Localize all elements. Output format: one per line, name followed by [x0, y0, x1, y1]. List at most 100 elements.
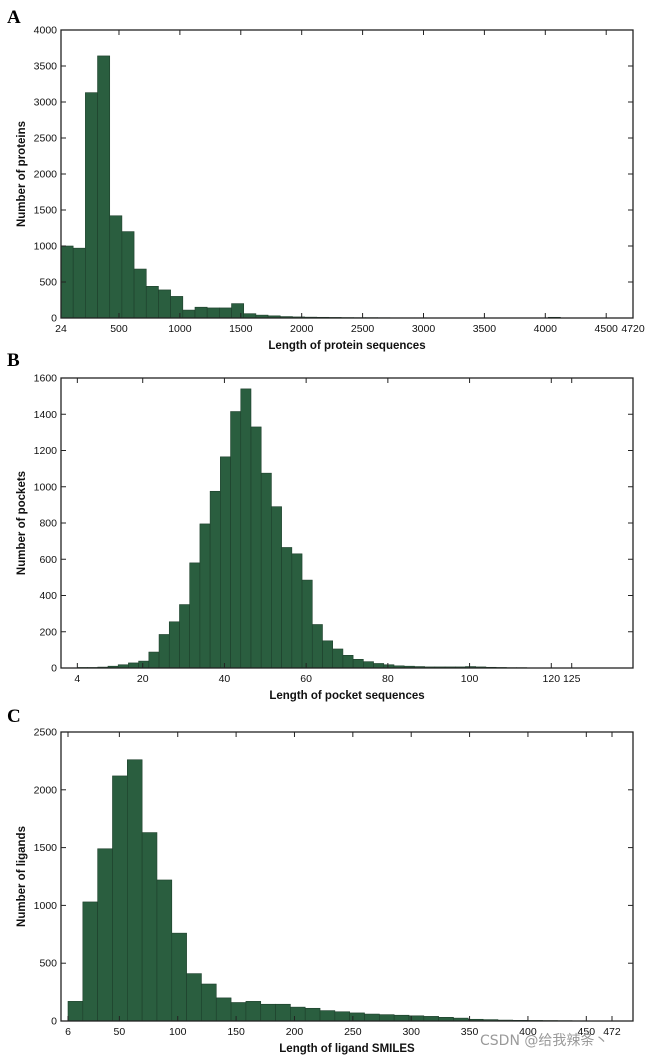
- chart-a-xtick-label: 2500: [351, 323, 375, 335]
- chart-c-bar: [230, 1002, 247, 1022]
- chart-c-bar: [379, 1014, 395, 1022]
- chart-c-bar: [423, 1016, 439, 1022]
- chart-a-ytick-label: 2000: [34, 169, 58, 181]
- chart-a-bar: [158, 289, 171, 319]
- chart-c-ytick-label: 1000: [34, 900, 58, 912]
- chart-c-xtick-label: 50: [114, 1026, 126, 1038]
- chart-b-ytick-label: 1200: [34, 445, 58, 457]
- chart-b-bar: [352, 658, 364, 669]
- chart-c: 0 500 1000 1500 2000 2500 6 50 100 150 200 250 300 35…: [7, 706, 634, 1055]
- chart-a: 0 500 1000 1500 2000 2500 3000 3500 4000 24 500 100…: [7, 7, 645, 352]
- chart-c-bar: [141, 832, 158, 1022]
- chart-b-x-axis-title: Length of pocket sequences: [269, 690, 424, 702]
- chart-a-bar: [219, 307, 232, 319]
- chart-c-bar: [260, 1003, 276, 1022]
- chart-a-xtick-label: 4000: [534, 323, 558, 335]
- chart-b-bar: [322, 640, 333, 669]
- chart-c-bar: [290, 1006, 306, 1022]
- chart-c-ytick-label: 2500: [34, 727, 58, 739]
- chart-c-y-axis-title: Number of ligands: [16, 826, 28, 927]
- chart-a-bar: [109, 215, 123, 319]
- chart-b-ytick-label: 1000: [34, 481, 58, 493]
- chart-c-bar: [393, 1014, 410, 1022]
- chart-a-bar: [206, 307, 220, 319]
- chart-a-xtick-label: 4720: [621, 323, 645, 335]
- chart-b-bar: [311, 624, 323, 669]
- chart-c-xtick-label: 300: [402, 1026, 420, 1038]
- chart-a-ytick-label: 500: [39, 277, 57, 289]
- chart-a-bar: [133, 268, 147, 319]
- chart-b-bar: [138, 660, 150, 669]
- chart-b-bar: [373, 663, 385, 669]
- chart-a-ytick-label: 1000: [34, 241, 58, 253]
- chart-a-y-axis-title: Number of proteins: [16, 121, 28, 227]
- chart-a-ytick-label: 3500: [34, 61, 58, 73]
- chart-b: 0 200 400 600 800 1000 1200 1400 1600 4 20 40 60 80 10…: [7, 350, 634, 702]
- chart-c-bar: [156, 879, 173, 1022]
- chart-c-bar: [364, 1013, 380, 1022]
- chart-c-bar: [319, 1010, 336, 1022]
- chart-b-xtick-label: 60: [300, 673, 312, 685]
- watermark-text: CSDN @给我辣条丶: [480, 1032, 608, 1049]
- chart-a-bar: [231, 303, 245, 319]
- chart-b-xtick-label: 20: [137, 673, 149, 685]
- chart-c-ytick-label: 0: [51, 1016, 57, 1028]
- chart-b-bar: [250, 426, 262, 669]
- chart-a-ytick-label: 3000: [34, 97, 58, 109]
- chart-b-xtick-label: 120: [543, 673, 561, 685]
- chart-b-ytick-label: 0: [51, 663, 57, 675]
- chart-c-bar: [201, 983, 217, 1022]
- chart-c-bar: [334, 1011, 350, 1022]
- chart-b-bar: [291, 553, 303, 669]
- chart-c-bar: [186, 973, 202, 1022]
- chart-a-xtick-label: 1000: [168, 323, 192, 335]
- chart-c-xtick-label: 400: [519, 1026, 537, 1038]
- chart-b-bar: [240, 388, 252, 669]
- chart-a-bar: [72, 247, 86, 319]
- chart-c-ytick-label: 1500: [34, 842, 58, 854]
- chart-c-bar: [127, 759, 143, 1022]
- chart-c-xtick-label: 250: [344, 1026, 362, 1038]
- chart-b-ytick-label: 1600: [34, 373, 58, 385]
- chart-a-panel-letter: A: [7, 7, 21, 28]
- chart-c-bar: [215, 997, 232, 1022]
- chart-b-bar: [342, 655, 354, 669]
- chart-c-xtick-label: 100: [169, 1026, 187, 1038]
- chart-c-xtick-label: 150: [227, 1026, 245, 1038]
- chart-c-xtick-label: 350: [461, 1026, 479, 1038]
- chart-a-ytick-label: 2500: [34, 133, 58, 145]
- chart-a-xtick-label: 4500: [595, 323, 619, 335]
- chart-b-bar: [301, 579, 313, 669]
- chart-c-x-axis-title: Length of ligand SMILES: [279, 1043, 415, 1055]
- chart-c-axes-frame: [60, 731, 634, 1022]
- chart-a-axes-frame: [60, 29, 634, 319]
- chart-c-ytick-label: 2000: [34, 784, 58, 796]
- chart-c-bar: [171, 932, 187, 1022]
- chart-a-xtick-label: 3000: [412, 323, 436, 335]
- chart-a-bar: [170, 296, 184, 319]
- chart-b-ytick-label: 1400: [34, 409, 58, 421]
- chart-a-x-axis-title: Length of protein sequences: [268, 340, 425, 352]
- chart-b-bar: [332, 648, 344, 669]
- chart-c-xtick-label: 6: [65, 1026, 71, 1038]
- chart-a-bar: [121, 231, 135, 319]
- chart-c-bar: [112, 775, 128, 1022]
- chart-b-bar: [128, 662, 139, 669]
- chart-b-bar: [281, 547, 293, 669]
- chart-a-bar: [97, 55, 111, 319]
- chart-a-bar: [85, 92, 98, 319]
- chart-b-bar: [220, 456, 231, 669]
- chart-b-bar: [158, 634, 170, 669]
- chart-c-bar: [97, 848, 113, 1022]
- chart-c-bar: [82, 901, 98, 1022]
- chart-b-bar: [148, 651, 160, 669]
- chart-b-bar: [179, 604, 191, 669]
- chart-b-bar: [230, 411, 242, 669]
- chart-c-xtick-label: 472: [603, 1026, 621, 1038]
- chart-c-bar: [349, 1012, 365, 1022]
- chart-a-xtick-label: 1500: [229, 323, 253, 335]
- chart-b-xtick-label: 125: [563, 673, 581, 685]
- chart-a-xtick-label: 3500: [473, 323, 497, 335]
- chart-b-ytick-label: 600: [39, 554, 57, 566]
- chart-b-bar: [271, 506, 282, 669]
